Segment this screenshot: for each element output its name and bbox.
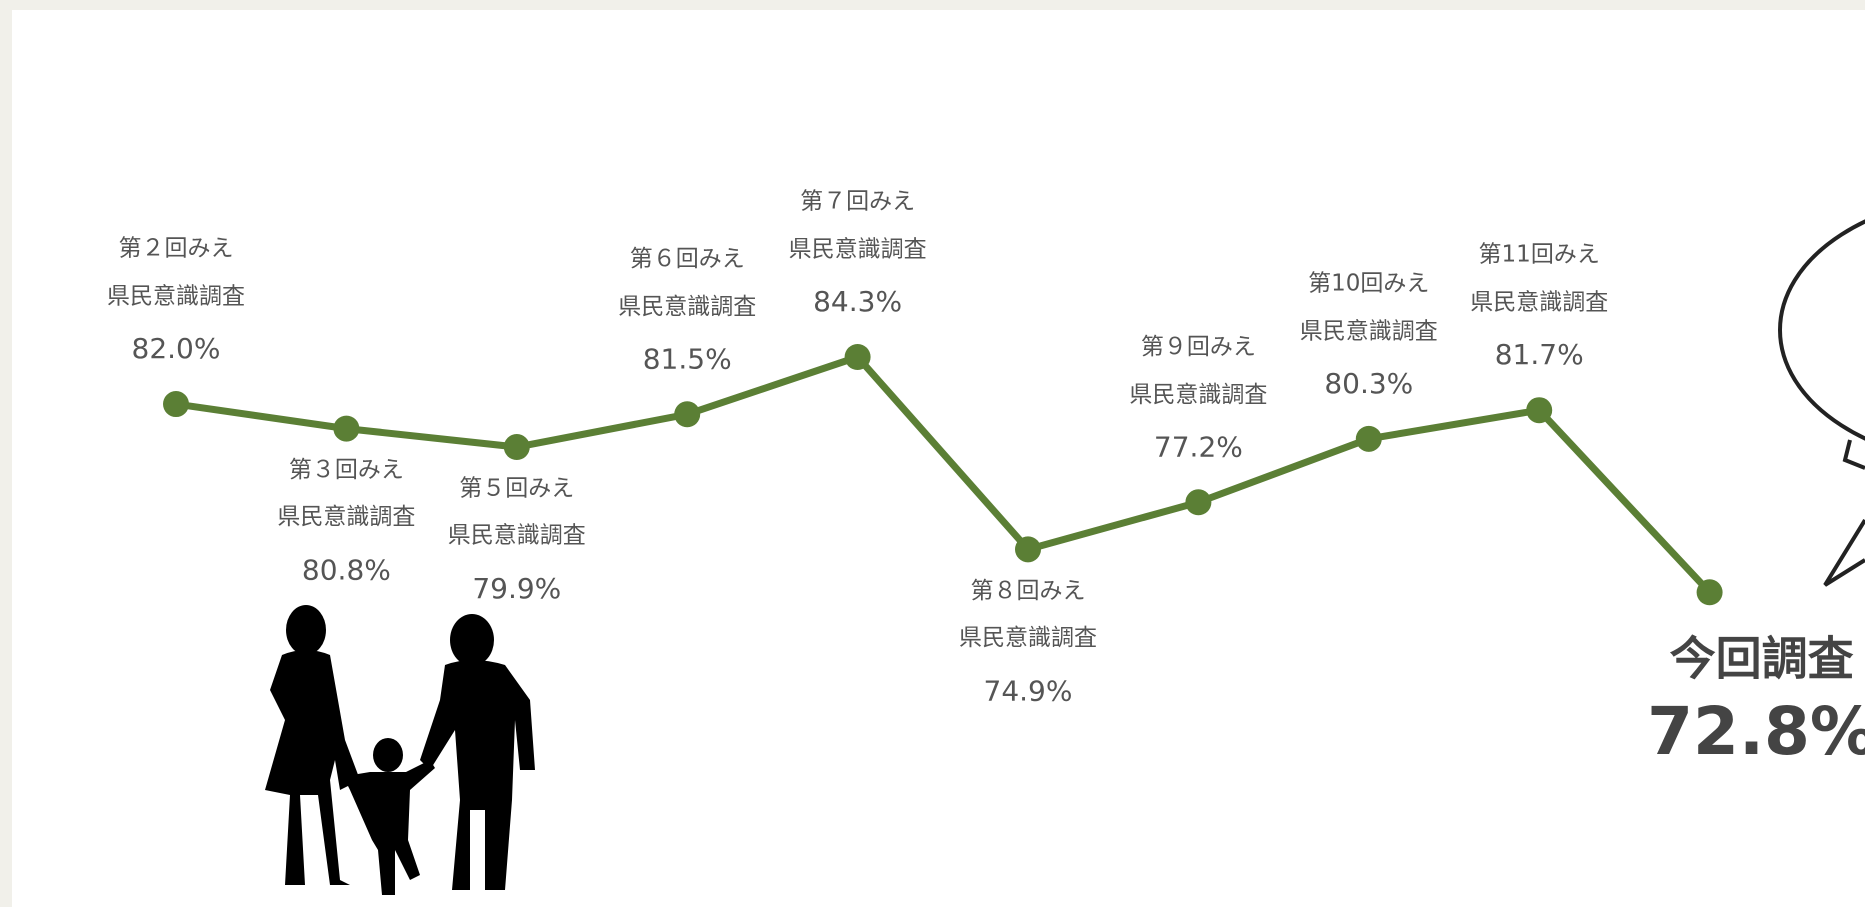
- category-label: 第７回みえ: [800, 189, 915, 215]
- data-point: [1185, 489, 1212, 516]
- data-point: [1696, 579, 1723, 606]
- bubble-tail: [1842, 439, 1865, 470]
- category-label: 第５回みえ: [459, 476, 574, 502]
- value-label: 74.9%: [984, 674, 1073, 707]
- category-label: 県民意識調査: [1470, 290, 1608, 316]
- data-line: [175, 353, 1713, 595]
- category-label: 県民意識調査: [277, 504, 415, 530]
- category-label: 県民意識調査: [789, 237, 927, 263]
- category-label: 県民意識調査: [618, 294, 756, 320]
- data-point: [844, 344, 871, 370]
- category-label: 県民意識調査: [959, 625, 1097, 651]
- data-point: [163, 391, 189, 418]
- category-label: 今回調査: [1670, 632, 1854, 686]
- category-label: 第６回みえ: [630, 246, 745, 272]
- category-label: 県民意識調査: [107, 284, 245, 310]
- value-label: 81.5%: [643, 342, 732, 375]
- value-label: 81.7%: [1495, 338, 1584, 371]
- data-point: [503, 434, 530, 461]
- data-point: [1355, 425, 1382, 452]
- value-label: 80.3%: [1324, 367, 1413, 400]
- value-label: 79.9%: [472, 572, 561, 605]
- category-label: 第３回みえ: [289, 457, 404, 483]
- category-label: 第２回みえ: [119, 236, 234, 262]
- category-label: 県民意識調査: [1300, 318, 1438, 344]
- data-point: [1526, 397, 1553, 424]
- bubble-tail: [1823, 518, 1865, 587]
- family-silhouette: [265, 605, 535, 895]
- category-label: 第11回みえ: [1479, 242, 1600, 268]
- data-point: [1015, 536, 1041, 563]
- category-label: 県民意識調査: [1129, 382, 1267, 408]
- value-label: 80.8%: [302, 554, 391, 587]
- category-label: 第９回みえ: [1141, 334, 1256, 360]
- category-label: 第８回みえ: [971, 578, 1086, 604]
- data-point: [333, 415, 360, 442]
- data-point: [674, 401, 701, 428]
- value-label: 77.2%: [1154, 430, 1243, 463]
- value-label: 82.0%: [132, 332, 221, 365]
- category-label: 第10回みえ: [1308, 270, 1429, 296]
- value-label: 84.3%: [813, 285, 902, 318]
- category-label: 県民意識調査: [448, 523, 586, 549]
- speech-bubble: [1778, 219, 1865, 441]
- value-label: 72.8%: [1647, 693, 1865, 770]
